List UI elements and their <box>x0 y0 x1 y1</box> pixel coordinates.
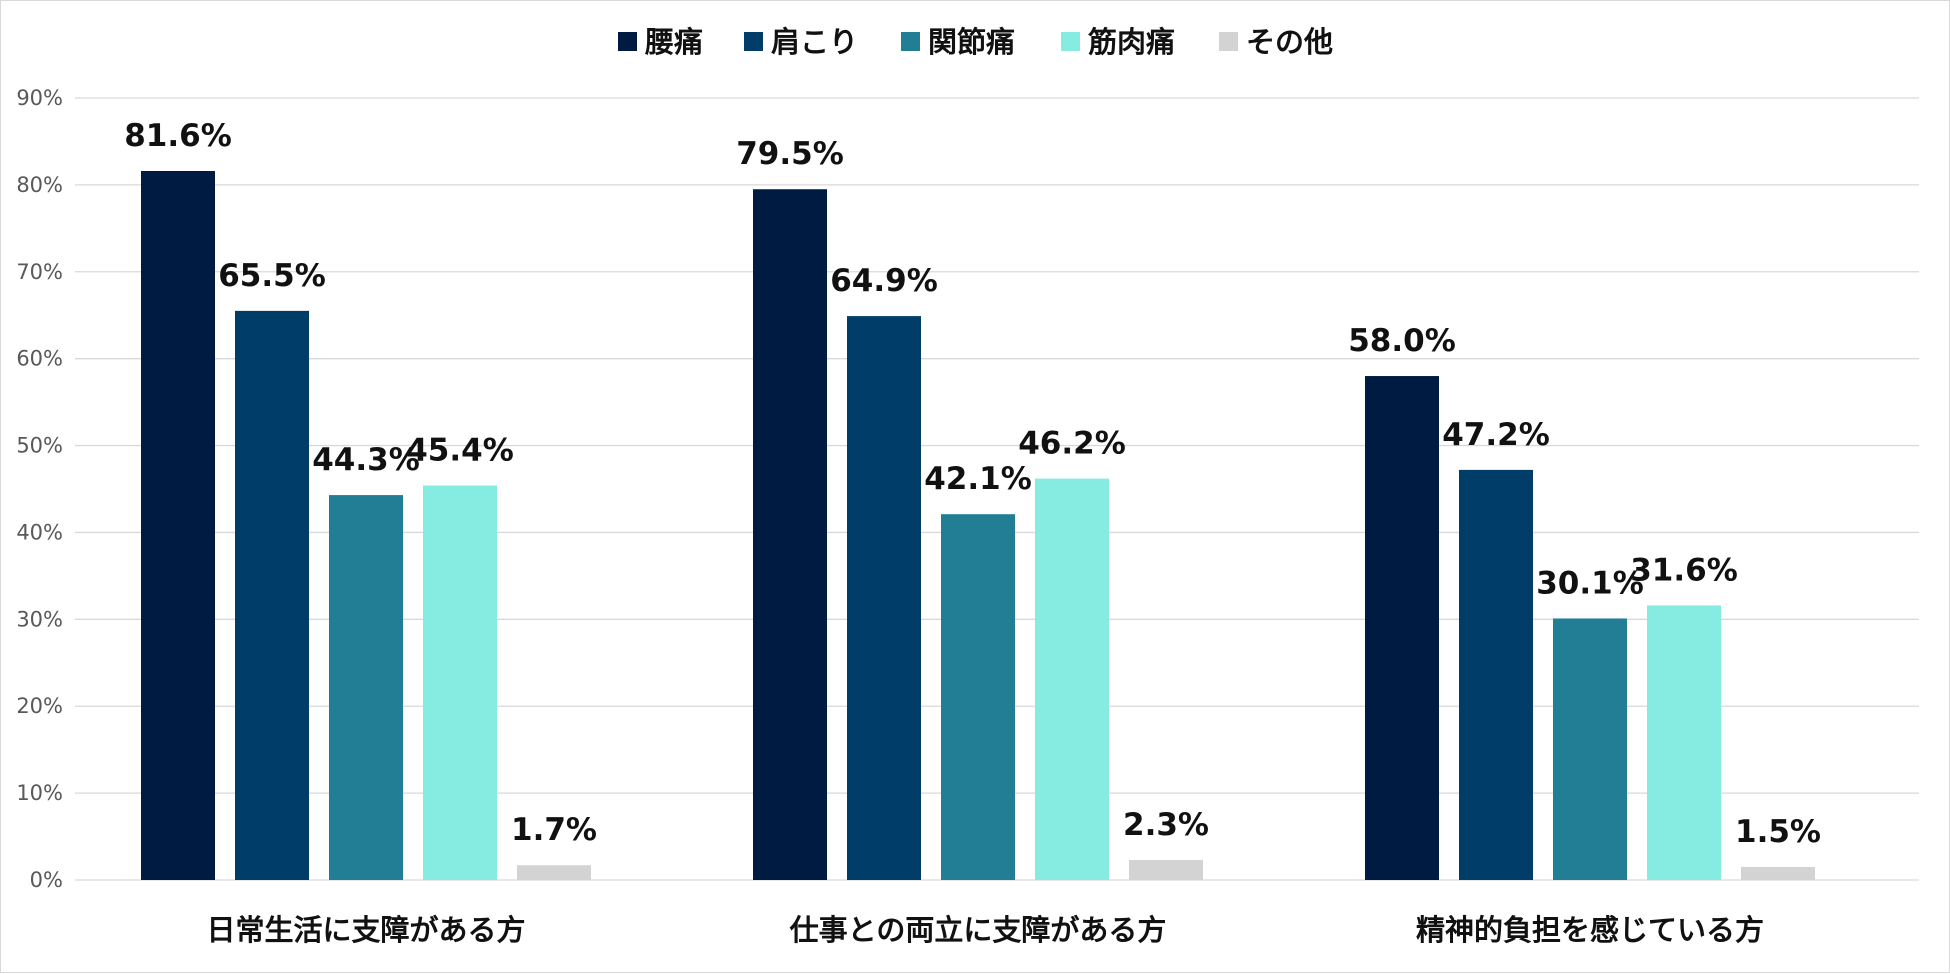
legend-swatch <box>1061 32 1080 51</box>
bar-筋肉痛-2 <box>1647 605 1721 880</box>
data-label: 65.5% <box>218 258 326 294</box>
legend-swatch <box>901 32 920 51</box>
data-label: 81.6% <box>124 118 232 154</box>
bar-肩こり-1 <box>847 316 921 880</box>
data-label: 79.5% <box>736 136 844 172</box>
category-label: 日常生活に支障がある方 <box>206 913 525 947</box>
x-axis-categories: 日常生活に支障がある方 仕事との両立に支障がある方 精神的負担を感じている方 <box>206 913 1764 947</box>
bar-その他-2 <box>1741 866 1815 880</box>
bar-筋肉痛-0 <box>423 485 497 880</box>
data-label: 45.4% <box>406 433 514 469</box>
legend-label: 腰痛 <box>644 25 703 59</box>
data-label: 30.1% <box>1536 565 1644 601</box>
data-label: 47.2% <box>1442 417 1550 453</box>
y-tick-label: 90% <box>16 86 63 110</box>
data-label: 1.5% <box>1735 814 1821 850</box>
category-label: 仕事との両立に支障がある方 <box>789 913 1167 947</box>
y-tick-label: 0% <box>30 868 63 892</box>
legend-swatch <box>618 32 637 51</box>
bar-腰痛-2 <box>1365 376 1439 880</box>
legend: 腰痛 肩こり 関節痛 筋肉痛 その他 <box>618 25 1333 59</box>
legend-label: 筋肉痛 <box>1088 25 1175 59</box>
bar-その他-1 <box>1129 860 1203 880</box>
data-label: 31.6% <box>1630 552 1738 588</box>
bar-関節痛-0 <box>329 495 403 880</box>
data-label: 42.1% <box>924 461 1032 497</box>
bar-その他-0 <box>517 865 591 880</box>
data-label: 58.0% <box>1348 323 1456 359</box>
y-tick-label: 20% <box>16 694 63 718</box>
bar-肩こり-2 <box>1459 469 1533 880</box>
data-label: 2.3% <box>1123 807 1209 843</box>
data-label: 64.9% <box>830 263 938 299</box>
bar-肩こり-0 <box>235 310 309 880</box>
data-label: 46.2% <box>1018 426 1126 462</box>
y-tick-label: 50% <box>16 434 63 458</box>
y-axis-ticks: 0% 10% 20% 30% 40% 50% 60% 70% 80% 90% <box>16 86 63 892</box>
bar-関節痛-2 <box>1553 618 1627 880</box>
bar-腰痛-1 <box>753 189 827 880</box>
data-label: 44.3% <box>312 442 420 478</box>
legend-label: 関節痛 <box>928 25 1015 59</box>
legend-swatch <box>1219 32 1238 51</box>
bar-筋肉痛-1 <box>1035 478 1109 880</box>
bar-腰痛-0 <box>141 170 215 880</box>
legend-swatch <box>744 32 763 51</box>
data-labels: 81.6%65.5%44.3%45.4%1.7%79.5%64.9%42.1%4… <box>124 118 1821 850</box>
y-tick-label: 30% <box>16 607 63 631</box>
bar-関節痛-1 <box>941 514 1015 880</box>
y-tick-label: 80% <box>16 173 63 197</box>
y-tick-label: 40% <box>16 520 63 544</box>
y-tick-label: 60% <box>16 347 63 371</box>
bars <box>141 170 1815 880</box>
y-tick-label: 10% <box>16 781 63 805</box>
legend-label: 肩こり <box>771 25 858 59</box>
data-label: 1.7% <box>511 812 597 848</box>
y-tick-label: 70% <box>16 260 63 284</box>
legend-label: その他 <box>1246 25 1333 59</box>
category-label: 精神的負担を感じている方 <box>1416 913 1764 947</box>
